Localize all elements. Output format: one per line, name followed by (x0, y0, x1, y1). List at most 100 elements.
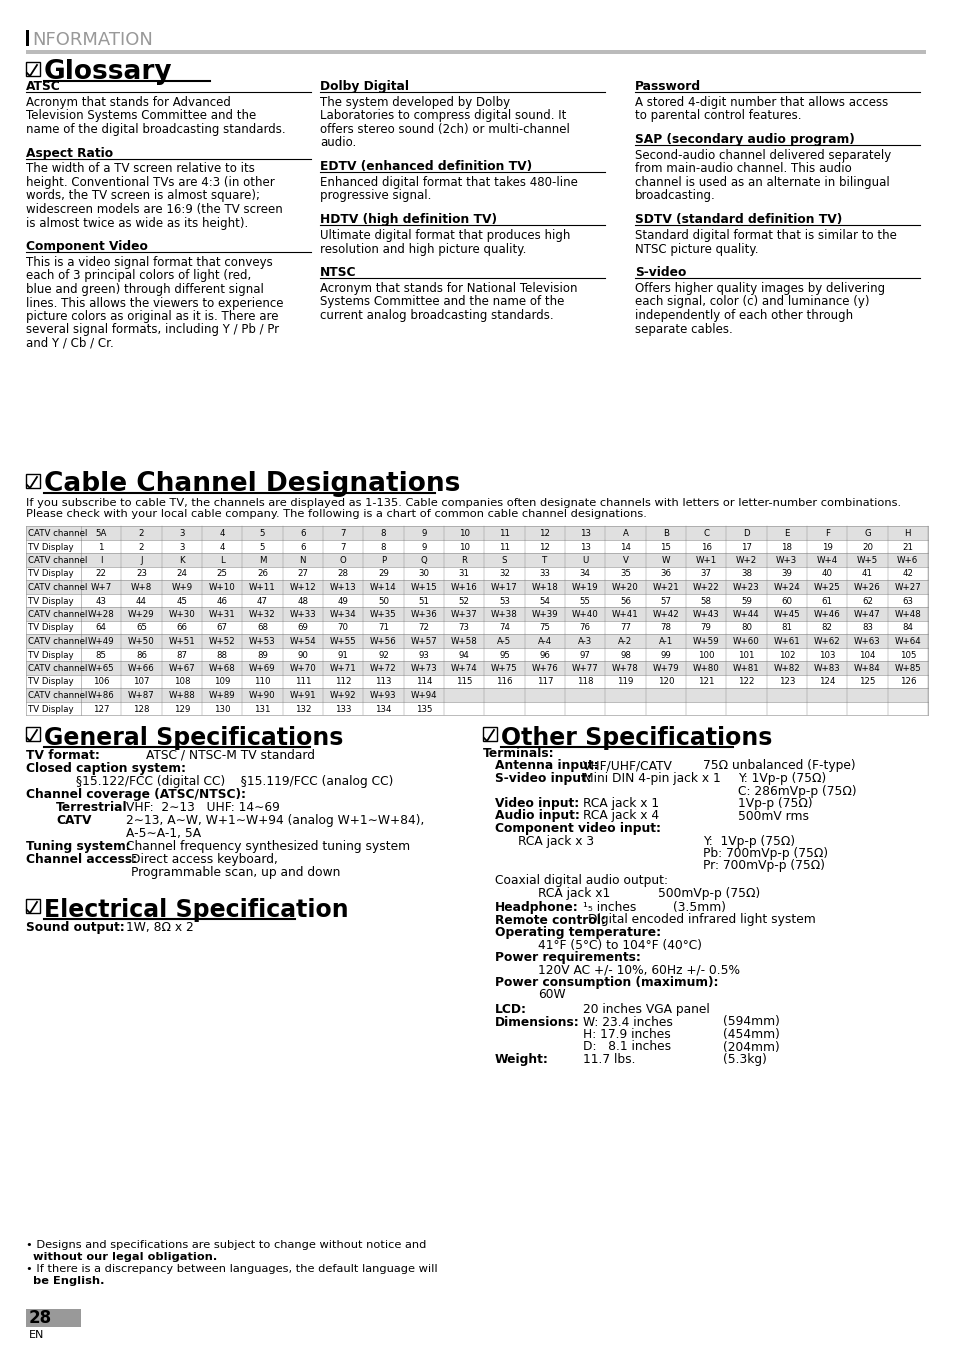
Text: W+60: W+60 (732, 638, 760, 646)
Text: 500mVp-p (75Ω): 500mVp-p (75Ω) (658, 887, 760, 899)
Text: 30: 30 (418, 569, 429, 578)
Text: 29: 29 (377, 569, 389, 578)
Text: W+83: W+83 (813, 665, 840, 673)
Text: W+54: W+54 (289, 638, 315, 646)
Text: 101: 101 (738, 651, 754, 659)
Text: W+28: W+28 (88, 611, 114, 619)
Text: 81: 81 (781, 624, 792, 632)
Text: 33: 33 (538, 569, 550, 578)
Text: E: E (783, 528, 789, 538)
Bar (26, 50, 925, 54)
Text: 42: 42 (902, 569, 912, 578)
Text: channel is used as an alternate in bilingual: channel is used as an alternate in bilin… (635, 177, 889, 189)
Text: 123: 123 (778, 678, 794, 686)
Text: 1W, 8Ω x 2: 1W, 8Ω x 2 (126, 921, 193, 934)
Text: L: L (219, 555, 224, 565)
Text: 2: 2 (138, 528, 144, 538)
Text: Remote control:: Remote control: (495, 914, 605, 926)
Text: • If there is a discrepancy between languages, the default language will: • If there is a discrepancy between lang… (26, 1264, 437, 1274)
Text: Acronym that stands for Advanced: Acronym that stands for Advanced (26, 96, 231, 109)
Text: W+53: W+53 (249, 638, 275, 646)
Text: W+76: W+76 (531, 665, 558, 673)
Text: audio.: audio. (319, 136, 355, 150)
Text: Programmable scan, up and down: Programmable scan, up and down (131, 865, 340, 879)
Text: 128: 128 (133, 705, 150, 713)
Text: 87: 87 (176, 651, 187, 659)
Text: independently of each other through: independently of each other through (635, 309, 852, 322)
Text: 64: 64 (95, 624, 107, 632)
Text: Dolby Digital: Dolby Digital (319, 80, 409, 93)
Text: 6: 6 (300, 528, 305, 538)
Text: W+47: W+47 (853, 611, 880, 619)
Text: 15: 15 (659, 542, 671, 551)
Text: 51: 51 (418, 597, 429, 605)
Text: W+68: W+68 (209, 665, 235, 673)
Text: 56: 56 (619, 597, 630, 605)
Text: 132: 132 (294, 705, 311, 713)
Text: W+14: W+14 (370, 582, 396, 592)
Text: 12: 12 (538, 542, 550, 551)
Text: 1: 1 (98, 542, 104, 551)
Text: W+91: W+91 (289, 692, 315, 700)
Text: W+20: W+20 (612, 582, 639, 592)
Text: Sound output:: Sound output: (26, 921, 125, 934)
Text: W+1: W+1 (695, 555, 716, 565)
Text: TV Display: TV Display (28, 678, 73, 686)
Text: 3: 3 (179, 528, 184, 538)
Text: Y: 1Vp-p (75Ω): Y: 1Vp-p (75Ω) (738, 772, 825, 785)
Text: broadcasting.: broadcasting. (635, 190, 715, 202)
Text: K: K (179, 555, 185, 565)
Text: Laboratories to compress digital sound. It: Laboratories to compress digital sound. … (319, 109, 566, 123)
Text: W+94: W+94 (410, 692, 436, 700)
Text: 55: 55 (579, 597, 590, 605)
Text: W+2: W+2 (735, 555, 757, 565)
Text: 114: 114 (416, 678, 432, 686)
Text: Dimensions:: Dimensions: (495, 1015, 579, 1029)
Text: Antenna input:: Antenna input: (495, 759, 598, 772)
Text: 35: 35 (619, 569, 630, 578)
Text: W+62: W+62 (813, 638, 840, 646)
Text: 41: 41 (862, 569, 872, 578)
Text: W+24: W+24 (773, 582, 800, 592)
Text: W+88: W+88 (169, 692, 195, 700)
Text: T: T (541, 555, 547, 565)
Text: 21: 21 (902, 542, 912, 551)
Text: TV Display: TV Display (28, 624, 73, 632)
Text: 24: 24 (176, 569, 187, 578)
Text: RCA jack x 4: RCA jack x 4 (582, 810, 659, 822)
Text: separate cables.: separate cables. (635, 322, 732, 336)
Text: W+63: W+63 (853, 638, 880, 646)
Text: 112: 112 (335, 678, 351, 686)
Text: 40: 40 (821, 569, 832, 578)
Text: 125: 125 (859, 678, 875, 686)
Text: CATV channel: CATV channel (28, 582, 88, 592)
Text: 83: 83 (862, 624, 872, 632)
Text: 50: 50 (377, 597, 389, 605)
Text: 86: 86 (136, 651, 147, 659)
Text: 110: 110 (254, 678, 271, 686)
Text: 84: 84 (902, 624, 912, 632)
Text: 67: 67 (216, 624, 228, 632)
Text: Direct access keyboard,: Direct access keyboard, (131, 853, 277, 865)
Text: W+81: W+81 (732, 665, 760, 673)
Text: 102: 102 (778, 651, 794, 659)
Text: 9: 9 (420, 542, 426, 551)
Text: CATV channel: CATV channel (28, 611, 88, 619)
Text: widescreen models are 16:9 (the TV screen: widescreen models are 16:9 (the TV scree… (26, 204, 282, 216)
Text: 26: 26 (256, 569, 268, 578)
Text: W+25: W+25 (813, 582, 840, 592)
Text: W+10: W+10 (209, 582, 235, 592)
Text: W+23: W+23 (732, 582, 760, 592)
Text: W: 23.4 inches: W: 23.4 inches (582, 1015, 672, 1029)
Bar (26, 526, 927, 539)
Text: Terminals:: Terminals: (482, 747, 554, 760)
Text: 105: 105 (899, 651, 915, 659)
Text: Television Systems Committee and the: Television Systems Committee and the (26, 109, 256, 123)
Text: 34: 34 (579, 569, 590, 578)
Text: W+57: W+57 (410, 638, 436, 646)
Text: The width of a TV screen relative to its: The width of a TV screen relative to its (26, 163, 254, 175)
Text: 63: 63 (902, 597, 912, 605)
Text: 82: 82 (821, 624, 832, 632)
Text: 53: 53 (498, 597, 510, 605)
Text: 80: 80 (740, 624, 751, 632)
